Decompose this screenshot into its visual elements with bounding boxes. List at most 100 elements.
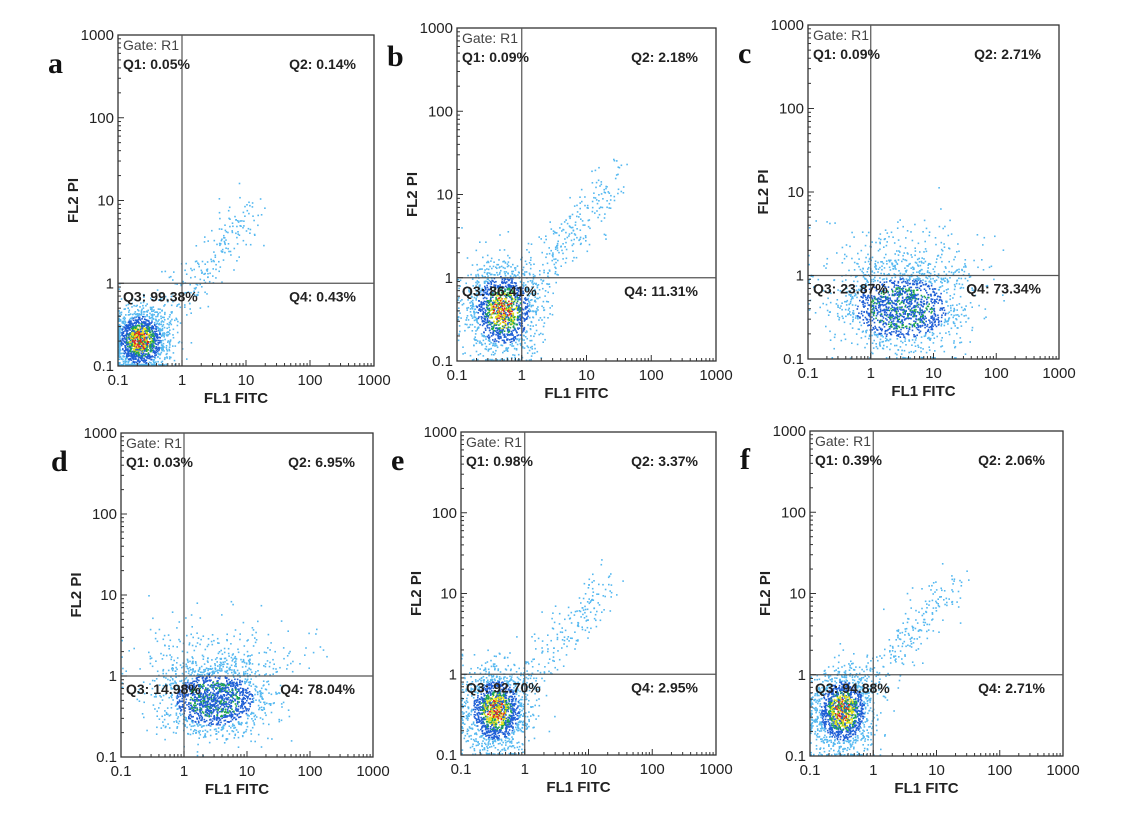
quadrant-label-q4: Q4: 11.31% — [624, 283, 698, 299]
event-dot — [134, 339, 137, 342]
event-dot — [158, 322, 161, 325]
event-dot — [137, 340, 139, 343]
event-dot — [928, 296, 930, 299]
event-dot — [579, 207, 581, 210]
event-dot — [143, 332, 145, 335]
event-dot — [863, 306, 865, 308]
event-dot — [928, 310, 931, 313]
event-dot — [475, 339, 478, 341]
event-dot — [946, 281, 949, 284]
event-dot — [134, 358, 136, 360]
event-dot — [142, 333, 145, 336]
event-dot — [894, 290, 896, 293]
event-dot — [215, 263, 217, 266]
event-dot — [560, 265, 562, 267]
event-dot — [120, 311, 123, 314]
event-dot — [155, 354, 157, 356]
event-dot — [482, 313, 484, 315]
event-dot — [556, 244, 559, 247]
event-dot — [578, 239, 580, 242]
event-dot — [904, 247, 907, 249]
event-dot — [902, 334, 905, 336]
event-dot — [521, 308, 524, 310]
event-dot — [946, 301, 948, 303]
event-dot — [487, 308, 489, 311]
event-dot — [822, 302, 824, 305]
event-dot — [511, 286, 514, 289]
event-dot — [940, 320, 943, 323]
event-dot — [127, 355, 130, 357]
event-dot — [535, 310, 537, 313]
event-dot — [845, 255, 848, 258]
event-dot — [145, 323, 147, 326]
event-dot — [466, 315, 469, 317]
event-dot — [158, 323, 160, 326]
event-dot — [138, 316, 141, 319]
event-dot — [491, 358, 493, 361]
event-dot — [926, 271, 929, 274]
event-dot — [161, 346, 163, 348]
event-dot — [493, 359, 495, 361]
event-dot — [160, 299, 162, 301]
event-dot — [150, 306, 153, 309]
event-dot — [144, 324, 146, 326]
event-dot — [128, 333, 130, 336]
event-dot — [983, 317, 986, 320]
event-dot — [485, 280, 487, 282]
event-dot — [493, 324, 495, 327]
event-dot — [212, 268, 214, 270]
event-dot — [910, 303, 912, 306]
event-dot — [880, 290, 882, 293]
event-dot — [139, 347, 142, 349]
event-dot — [572, 243, 575, 245]
event-dot — [133, 354, 136, 357]
event-dot — [910, 299, 913, 301]
event-dot — [475, 311, 478, 314]
event-dot — [118, 325, 120, 327]
event-dot — [160, 329, 162, 331]
event-dot — [515, 323, 518, 326]
event-dot — [522, 284, 524, 286]
event-dot — [931, 327, 933, 329]
event-dot — [895, 303, 898, 305]
event-dot — [526, 293, 529, 296]
event-dot — [586, 250, 589, 253]
event-dot — [495, 349, 497, 352]
event-dot — [163, 336, 165, 338]
event-dot — [218, 228, 221, 230]
event-dot — [122, 334, 124, 337]
event-dot — [603, 217, 606, 219]
event-dot — [894, 317, 896, 320]
event-dot — [891, 304, 893, 307]
event-dot — [168, 349, 171, 352]
event-dot — [565, 248, 568, 251]
event-dot — [512, 329, 514, 332]
event-dot — [928, 336, 930, 339]
event-dot — [120, 344, 123, 347]
event-dot — [526, 316, 528, 319]
event-dot — [122, 322, 125, 325]
event-dot — [503, 330, 506, 332]
event-dot — [891, 320, 893, 323]
event-dot — [142, 304, 144, 307]
event-dot — [934, 357, 936, 359]
event-dot — [578, 216, 580, 218]
event-dot — [871, 297, 874, 300]
event-dot — [515, 275, 517, 277]
event-dot — [539, 317, 542, 319]
event-dot — [171, 311, 173, 313]
event-dot — [213, 251, 215, 253]
event-dot — [512, 285, 514, 287]
event-dot — [926, 298, 928, 301]
event-dot — [909, 282, 912, 285]
event-dot — [877, 271, 879, 273]
event-dot — [928, 319, 930, 321]
event-dot — [144, 328, 147, 330]
event-dot — [1002, 294, 1004, 296]
event-dot — [137, 310, 140, 312]
event-dot — [943, 270, 945, 273]
event-dot — [873, 333, 876, 336]
event-dot — [881, 265, 883, 267]
event-dot — [498, 297, 500, 300]
event-dot — [904, 318, 906, 320]
